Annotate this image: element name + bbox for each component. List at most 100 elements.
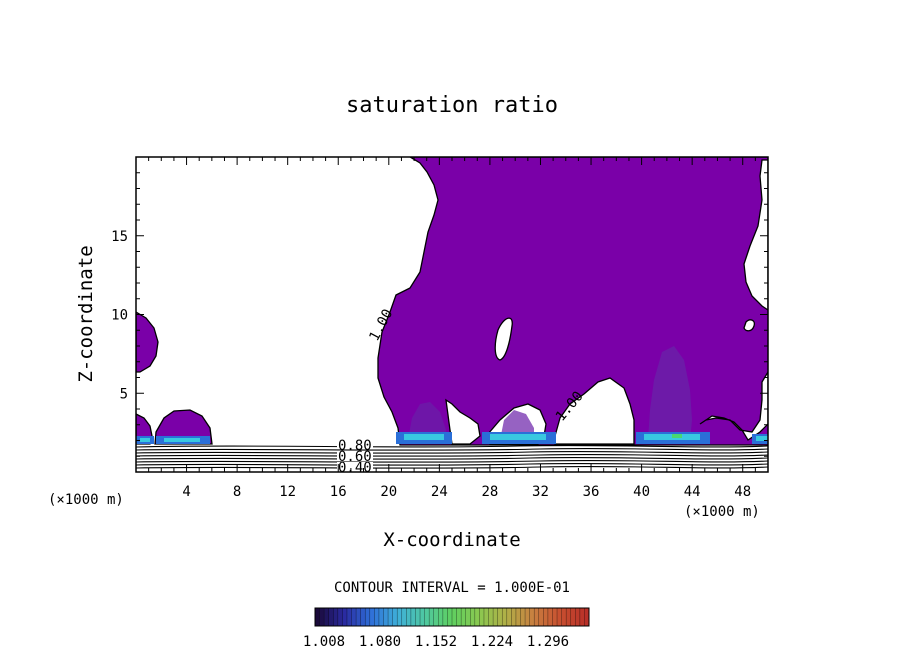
contour-line-4: [136, 453, 768, 457]
contour-line-7: [136, 462, 768, 466]
contour-line-3: [136, 450, 768, 454]
colorbar-segment: [420, 608, 425, 626]
colorbar-segment: [415, 608, 421, 626]
colorbar-segment: [506, 608, 512, 626]
colorbar-labels: 1.008 1.080 1.152 1.224 1.296: [303, 634, 569, 650]
x-tick-label: 48: [734, 484, 751, 500]
colorbar-segment: [538, 608, 544, 626]
colorbar-segment: [474, 608, 480, 626]
x-tick-label: 4: [182, 484, 190, 500]
colorbar-segment: [360, 608, 366, 626]
contour-line-2: [136, 447, 768, 451]
colorbar-segment: [442, 608, 448, 626]
x-tick-label: 12: [279, 484, 296, 500]
colorbar-segment: [479, 608, 485, 626]
x-tick-label: 20: [380, 484, 397, 500]
colorbar-segment: [525, 608, 530, 626]
colorbar-segment: [374, 608, 380, 626]
colorbar-segment: [383, 608, 389, 626]
colorbar-segment: [351, 608, 357, 626]
colorbar-segment: [497, 608, 503, 626]
contour-line-8: [136, 465, 768, 469]
colorbar-segment: [488, 608, 494, 626]
colorbar-segment: [502, 608, 508, 626]
cloud-base-band-8: [490, 434, 546, 440]
colorbar-segment: [511, 608, 517, 626]
x-tick-label: 8: [233, 484, 241, 500]
colorbar-segment: [315, 608, 320, 626]
colorbar-segment: [575, 608, 581, 626]
colorbar-segment: [324, 608, 329, 626]
colorbar-segment: [438, 608, 444, 626]
colorbar-segment: [337, 608, 343, 626]
plot-area: [136, 157, 768, 472]
colorbar-segment: [410, 608, 416, 626]
contour-label-04: 0.40: [338, 460, 372, 476]
colorbar-segment: [520, 608, 526, 626]
contour-label-06: 0.60: [338, 449, 372, 465]
colorbar: [314, 608, 590, 626]
x-tick-label: 24: [431, 484, 448, 500]
colorbar-segment: [397, 608, 403, 626]
cloud-base-band-4: [164, 438, 200, 442]
colorbar-segment: [328, 608, 334, 626]
x-tick-label: 32: [532, 484, 549, 500]
colorbar-segment: [378, 608, 384, 626]
colorbar-segment: [388, 608, 393, 626]
colorbar-segment: [319, 608, 325, 626]
colorbar-segment: [429, 608, 435, 626]
colorbar-segment: [356, 608, 361, 626]
subsaturated-pocket-2: [554, 377, 635, 445]
y-tick-label: 5: [120, 386, 128, 402]
x-tick-label: 16: [330, 484, 347, 500]
colorbar-frame: [314, 607, 590, 627]
colorbar-segment: [456, 608, 462, 626]
colorbar-segment: [346, 608, 352, 626]
colorbar-segment: [543, 608, 549, 626]
colorbar-segment: [552, 608, 558, 626]
cloud-base-band-12: [756, 436, 768, 441]
high-saturation-shade-2: [408, 402, 446, 440]
x-tick-label: 44: [684, 484, 701, 500]
x-tick-label: 28: [481, 484, 498, 500]
colorbar-segment: [401, 608, 407, 626]
contour-line-1: [136, 444, 768, 448]
colorbar-segment: [570, 608, 576, 626]
contour-interval-label: CONTOUR INTERVAL = 1.000E-01: [334, 580, 570, 596]
subsaturated-pocket-7: [743, 319, 756, 332]
colorbar-segment: [566, 608, 572, 626]
colorbar-tick-label: 1.296: [527, 634, 569, 650]
colorbar-segment: [447, 608, 453, 626]
contour-label-bg-3: [337, 462, 373, 471]
colorbar-segment: [406, 608, 412, 626]
subsaturated-pocket-6: [743, 159, 768, 311]
y-axis-label: Z-coordinate: [75, 245, 97, 382]
high-saturation-shade-1: [648, 346, 692, 440]
colorbar-segment: [433, 608, 439, 626]
y-tick-label: 15: [111, 229, 128, 245]
saturation-region-left-top: [136, 311, 159, 373]
colorbar-segment: [515, 608, 521, 626]
colorbar-segment: [365, 608, 371, 626]
x-tick-label: 36: [583, 484, 600, 500]
contour-label-bg-2: [337, 451, 373, 460]
colorbar-segment: [493, 608, 498, 626]
y-tick-label: 10: [111, 308, 128, 324]
colorbar-segment: [579, 608, 585, 626]
colorbar-tick-label: 1.224: [471, 634, 513, 650]
colorbar-segment: [369, 608, 375, 626]
contour-lines: [136, 444, 768, 469]
colorbar-segment: [342, 608, 348, 626]
colorbar-tick-label: 1.080: [359, 634, 401, 650]
colorbar-segment: [534, 608, 540, 626]
colorbar-segment: [333, 608, 339, 626]
colorbar-segment: [470, 608, 476, 626]
x-unit-left: (×1000 m): [48, 492, 124, 508]
cloud-base-band-6: [404, 434, 444, 440]
colorbar-tick-label: 1.008: [303, 634, 345, 650]
colorbar-segment: [461, 608, 466, 626]
contour-line-5: [136, 456, 768, 460]
colorbar-segment: [465, 608, 471, 626]
